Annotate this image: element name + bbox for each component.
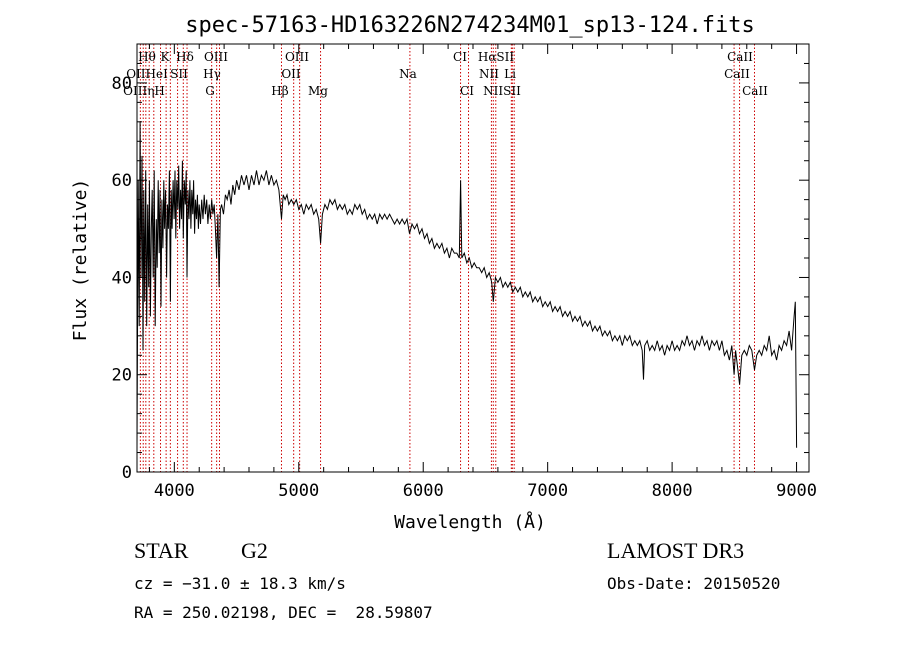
y-tick-label: 20 <box>112 366 132 386</box>
spectrum-line <box>136 121 798 448</box>
spectral-subclass: G2 <box>241 538 268 563</box>
x-tick-label: 9000 <box>776 481 817 501</box>
y-tick-label: 0 <box>122 463 132 483</box>
line-label: NII <box>479 67 499 81</box>
plot-frame <box>136 43 810 473</box>
line-label: OIII <box>285 50 309 64</box>
x-tick-label: 8000 <box>652 481 693 501</box>
redshift-readout: cz = −31.0 ± 18.3 km/s <box>134 574 346 593</box>
line-label: CaII <box>727 50 753 64</box>
line-label: SII <box>170 67 188 81</box>
line-label: OIIHeI <box>126 67 168 81</box>
x-tick-label: 5000 <box>278 481 319 501</box>
x-axis-label: Wavelength (Å) <box>394 511 546 533</box>
chart-title: spec-57163-HD163226N274234M01_sp13-124.f… <box>185 13 755 38</box>
spectrum-series <box>136 121 798 448</box>
line-label: G <box>205 84 215 98</box>
survey-name: LAMOST DR3 <box>607 538 745 563</box>
line-label: CI <box>460 84 474 98</box>
line-label: NIISII <box>483 84 521 98</box>
line-label: CI <box>453 50 467 64</box>
line-label: Hγ <box>203 67 221 81</box>
line-label: HαSII <box>478 50 515 64</box>
y-tick-label: 80 <box>112 74 132 94</box>
spectral-line-labels: Hθ K Hδ OIII OIII CI HαSII CaII OIIHeI SII Hγ OII Na… <box>123 50 768 98</box>
line-label: Na <box>399 67 417 81</box>
spectral-line-markers <box>139 44 755 472</box>
line-label: OII <box>281 67 301 81</box>
line-label: Li <box>504 67 516 81</box>
line-label: Mg <box>308 84 328 98</box>
line-label: OIIIηH <box>123 84 165 98</box>
y-tick-label: 40 <box>112 268 132 288</box>
y-axis-label: Flux (relative) <box>70 179 91 342</box>
observation-date: Obs-Date: 20150520 <box>607 574 781 593</box>
axes: 4000 5000 6000 7000 8000 9000 0 20 40 60 80 <box>112 43 817 501</box>
x-tick-label: 4000 <box>154 481 195 501</box>
x-tick-label: 7000 <box>527 481 568 501</box>
line-label: K <box>161 50 171 64</box>
line-label: CaII <box>742 84 768 98</box>
coordinates-readout: RA = 250.02198, DEC = 28.59807 <box>134 603 433 622</box>
line-label: Hθ <box>138 50 156 64</box>
line-label: Hβ <box>271 84 288 98</box>
object-type: STAR <box>134 538 189 563</box>
line-label: Hδ <box>176 50 194 64</box>
y-tick-label: 60 <box>112 171 132 191</box>
x-tick-label: 6000 <box>403 481 444 501</box>
line-label: OIII <box>204 50 228 64</box>
line-label: CaII <box>724 67 750 81</box>
